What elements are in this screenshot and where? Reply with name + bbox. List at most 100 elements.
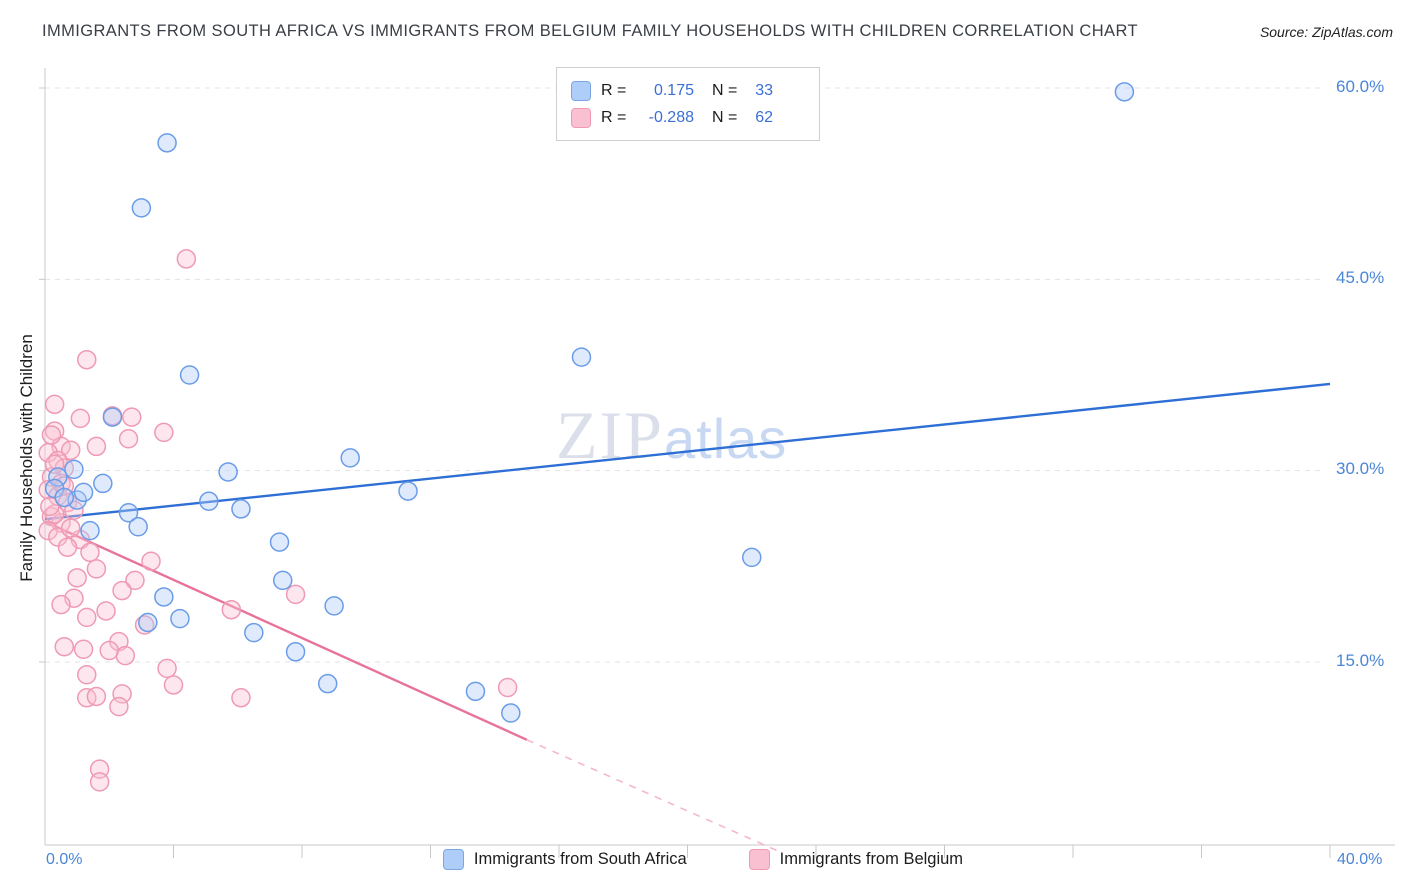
correlation-legend-box: R = 0.175 N = 33 R = -0.288 N = 62 bbox=[556, 67, 820, 141]
data-point bbox=[1114, 82, 1135, 102]
data-point bbox=[38, 480, 58, 500]
belgium-trend-extension bbox=[526, 739, 778, 852]
data-point bbox=[51, 594, 71, 615]
data-point bbox=[154, 587, 174, 607]
data-point bbox=[44, 504, 65, 524]
data-point bbox=[231, 499, 251, 519]
data-point bbox=[44, 454, 65, 475]
data-point bbox=[77, 607, 97, 628]
data-point bbox=[73, 639, 94, 659]
data-point bbox=[134, 615, 155, 635]
data-point bbox=[398, 481, 418, 501]
belgium-trend-solid bbox=[44, 520, 528, 741]
data-point bbox=[131, 198, 152, 218]
r-label: R = bbox=[601, 108, 627, 126]
pink-series-swatch bbox=[748, 849, 770, 870]
data-point bbox=[285, 584, 306, 605]
data-point bbox=[67, 568, 87, 588]
data-point bbox=[70, 408, 91, 429]
data-point bbox=[44, 478, 65, 499]
legend-item-south-africa: Immigrants from South Africa bbox=[442, 849, 687, 870]
data-point bbox=[51, 473, 71, 494]
data-point bbox=[41, 467, 62, 487]
data-point bbox=[138, 612, 158, 633]
n-value: 33 bbox=[755, 81, 773, 99]
data-point bbox=[742, 547, 762, 568]
blue-series-swatch bbox=[571, 80, 591, 101]
data-point bbox=[157, 658, 177, 679]
data-point bbox=[80, 520, 100, 541]
data-point bbox=[64, 500, 84, 520]
data-point bbox=[48, 467, 68, 487]
legend-row-south-africa: R = 0.175 N = 33 bbox=[571, 77, 805, 104]
data-point bbox=[89, 759, 110, 779]
y-tick-60: 60.0% bbox=[1336, 77, 1385, 96]
data-point bbox=[118, 429, 139, 449]
watermark-atlas: atlas bbox=[664, 407, 788, 470]
data-point bbox=[70, 529, 91, 550]
data-point bbox=[86, 686, 107, 707]
r-value: 0.175 bbox=[653, 81, 694, 99]
data-point bbox=[118, 503, 139, 523]
data-point bbox=[38, 520, 58, 541]
data-point bbox=[48, 450, 68, 471]
data-point bbox=[64, 588, 84, 608]
data-point bbox=[54, 458, 75, 478]
data-point bbox=[340, 448, 360, 468]
data-point bbox=[317, 673, 338, 694]
data-point bbox=[102, 406, 123, 426]
data-point bbox=[99, 640, 119, 661]
data-point bbox=[48, 527, 68, 547]
data-point bbox=[77, 687, 97, 708]
x-tick-40: 40.0% bbox=[1337, 851, 1383, 868]
data-point bbox=[40, 496, 60, 517]
data-point bbox=[231, 687, 251, 708]
data-point bbox=[89, 772, 110, 792]
data-point bbox=[154, 422, 174, 443]
data-point bbox=[121, 407, 142, 427]
data-point bbox=[244, 622, 264, 643]
data-point bbox=[73, 482, 94, 503]
data-point bbox=[60, 440, 81, 461]
data-point bbox=[54, 476, 75, 496]
legend-row-belgium: R = -0.288 N = 62 bbox=[571, 104, 805, 131]
zipatlas-watermark: ZIP atlas bbox=[556, 396, 787, 475]
data-point bbox=[163, 675, 184, 695]
n-label: N = bbox=[712, 81, 738, 99]
pink-series-swatch bbox=[571, 107, 591, 128]
y-axis-title: Family Households with Children bbox=[17, 334, 36, 582]
data-point bbox=[86, 559, 107, 579]
data-point bbox=[80, 542, 100, 563]
data-point bbox=[77, 665, 97, 685]
data-point bbox=[109, 696, 129, 717]
data-point bbox=[199, 491, 219, 512]
data-point bbox=[571, 347, 592, 367]
data-point bbox=[179, 365, 200, 385]
data-point bbox=[38, 443, 58, 463]
data-point bbox=[112, 684, 132, 704]
data-point bbox=[64, 459, 84, 480]
data-point bbox=[269, 532, 290, 552]
y-tick-45: 45.0% bbox=[1336, 268, 1385, 287]
data-point bbox=[57, 537, 78, 557]
data-point bbox=[67, 490, 87, 510]
data-point bbox=[176, 249, 197, 269]
y-tick-30: 30.0% bbox=[1336, 459, 1385, 478]
data-point bbox=[497, 677, 518, 698]
data-point bbox=[44, 394, 65, 415]
data-point bbox=[51, 436, 71, 457]
r-label: R = bbox=[601, 81, 627, 99]
data-point bbox=[102, 407, 123, 427]
data-point bbox=[128, 517, 148, 537]
data-point bbox=[44, 421, 65, 441]
data-point bbox=[96, 601, 116, 621]
data-point bbox=[324, 596, 344, 616]
data-point bbox=[141, 551, 161, 571]
data-point bbox=[218, 462, 238, 482]
data-point bbox=[272, 570, 293, 591]
data-point bbox=[115, 645, 136, 666]
data-point bbox=[465, 681, 486, 702]
x-tick-0: 0.0% bbox=[46, 851, 83, 868]
data-point bbox=[285, 642, 306, 662]
